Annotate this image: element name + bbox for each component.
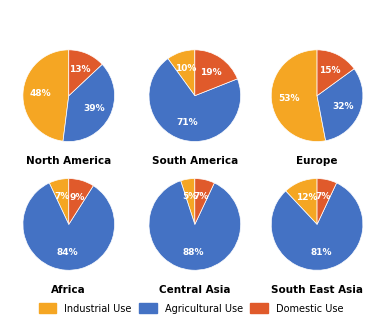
Wedge shape — [286, 179, 317, 224]
Text: 19%: 19% — [200, 68, 222, 77]
Text: 15%: 15% — [319, 66, 341, 75]
Wedge shape — [168, 50, 195, 96]
Wedge shape — [181, 179, 195, 224]
Title: North America: North America — [26, 156, 112, 166]
Text: 7%: 7% — [193, 192, 209, 201]
Text: 12%: 12% — [296, 193, 317, 203]
Text: 48%: 48% — [29, 89, 51, 98]
Wedge shape — [195, 179, 214, 224]
Wedge shape — [63, 64, 115, 142]
Text: 88%: 88% — [182, 248, 204, 257]
Wedge shape — [271, 50, 325, 142]
Text: 71%: 71% — [176, 118, 198, 127]
Text: 7%: 7% — [316, 192, 331, 201]
Wedge shape — [23, 50, 69, 141]
Wedge shape — [317, 179, 337, 224]
Title: Europe: Europe — [296, 156, 338, 166]
Text: 81%: 81% — [311, 248, 332, 257]
Title: South America: South America — [152, 156, 238, 166]
Wedge shape — [271, 183, 363, 270]
Title: Africa: Africa — [52, 285, 86, 295]
Legend: Industrial Use, Agricultural Use, Domestic Use: Industrial Use, Agricultural Use, Domest… — [35, 300, 347, 317]
Text: 5%: 5% — [183, 192, 198, 201]
Wedge shape — [317, 50, 354, 96]
Title: South East Asia: South East Asia — [271, 285, 363, 295]
Wedge shape — [69, 50, 102, 96]
Text: 32%: 32% — [333, 102, 354, 111]
Wedge shape — [23, 183, 115, 270]
Text: 39%: 39% — [83, 104, 105, 113]
Text: 53%: 53% — [278, 94, 299, 103]
Wedge shape — [149, 59, 241, 142]
Wedge shape — [195, 50, 238, 96]
Title: Central Asia: Central Asia — [159, 285, 231, 295]
Text: 13%: 13% — [69, 65, 91, 74]
Wedge shape — [69, 179, 93, 224]
Text: 7%: 7% — [55, 192, 70, 201]
Wedge shape — [317, 69, 363, 141]
Text: 84%: 84% — [56, 248, 78, 257]
Text: 10%: 10% — [175, 64, 197, 73]
Wedge shape — [149, 181, 241, 270]
Text: 9%: 9% — [69, 193, 84, 202]
Wedge shape — [49, 179, 69, 224]
